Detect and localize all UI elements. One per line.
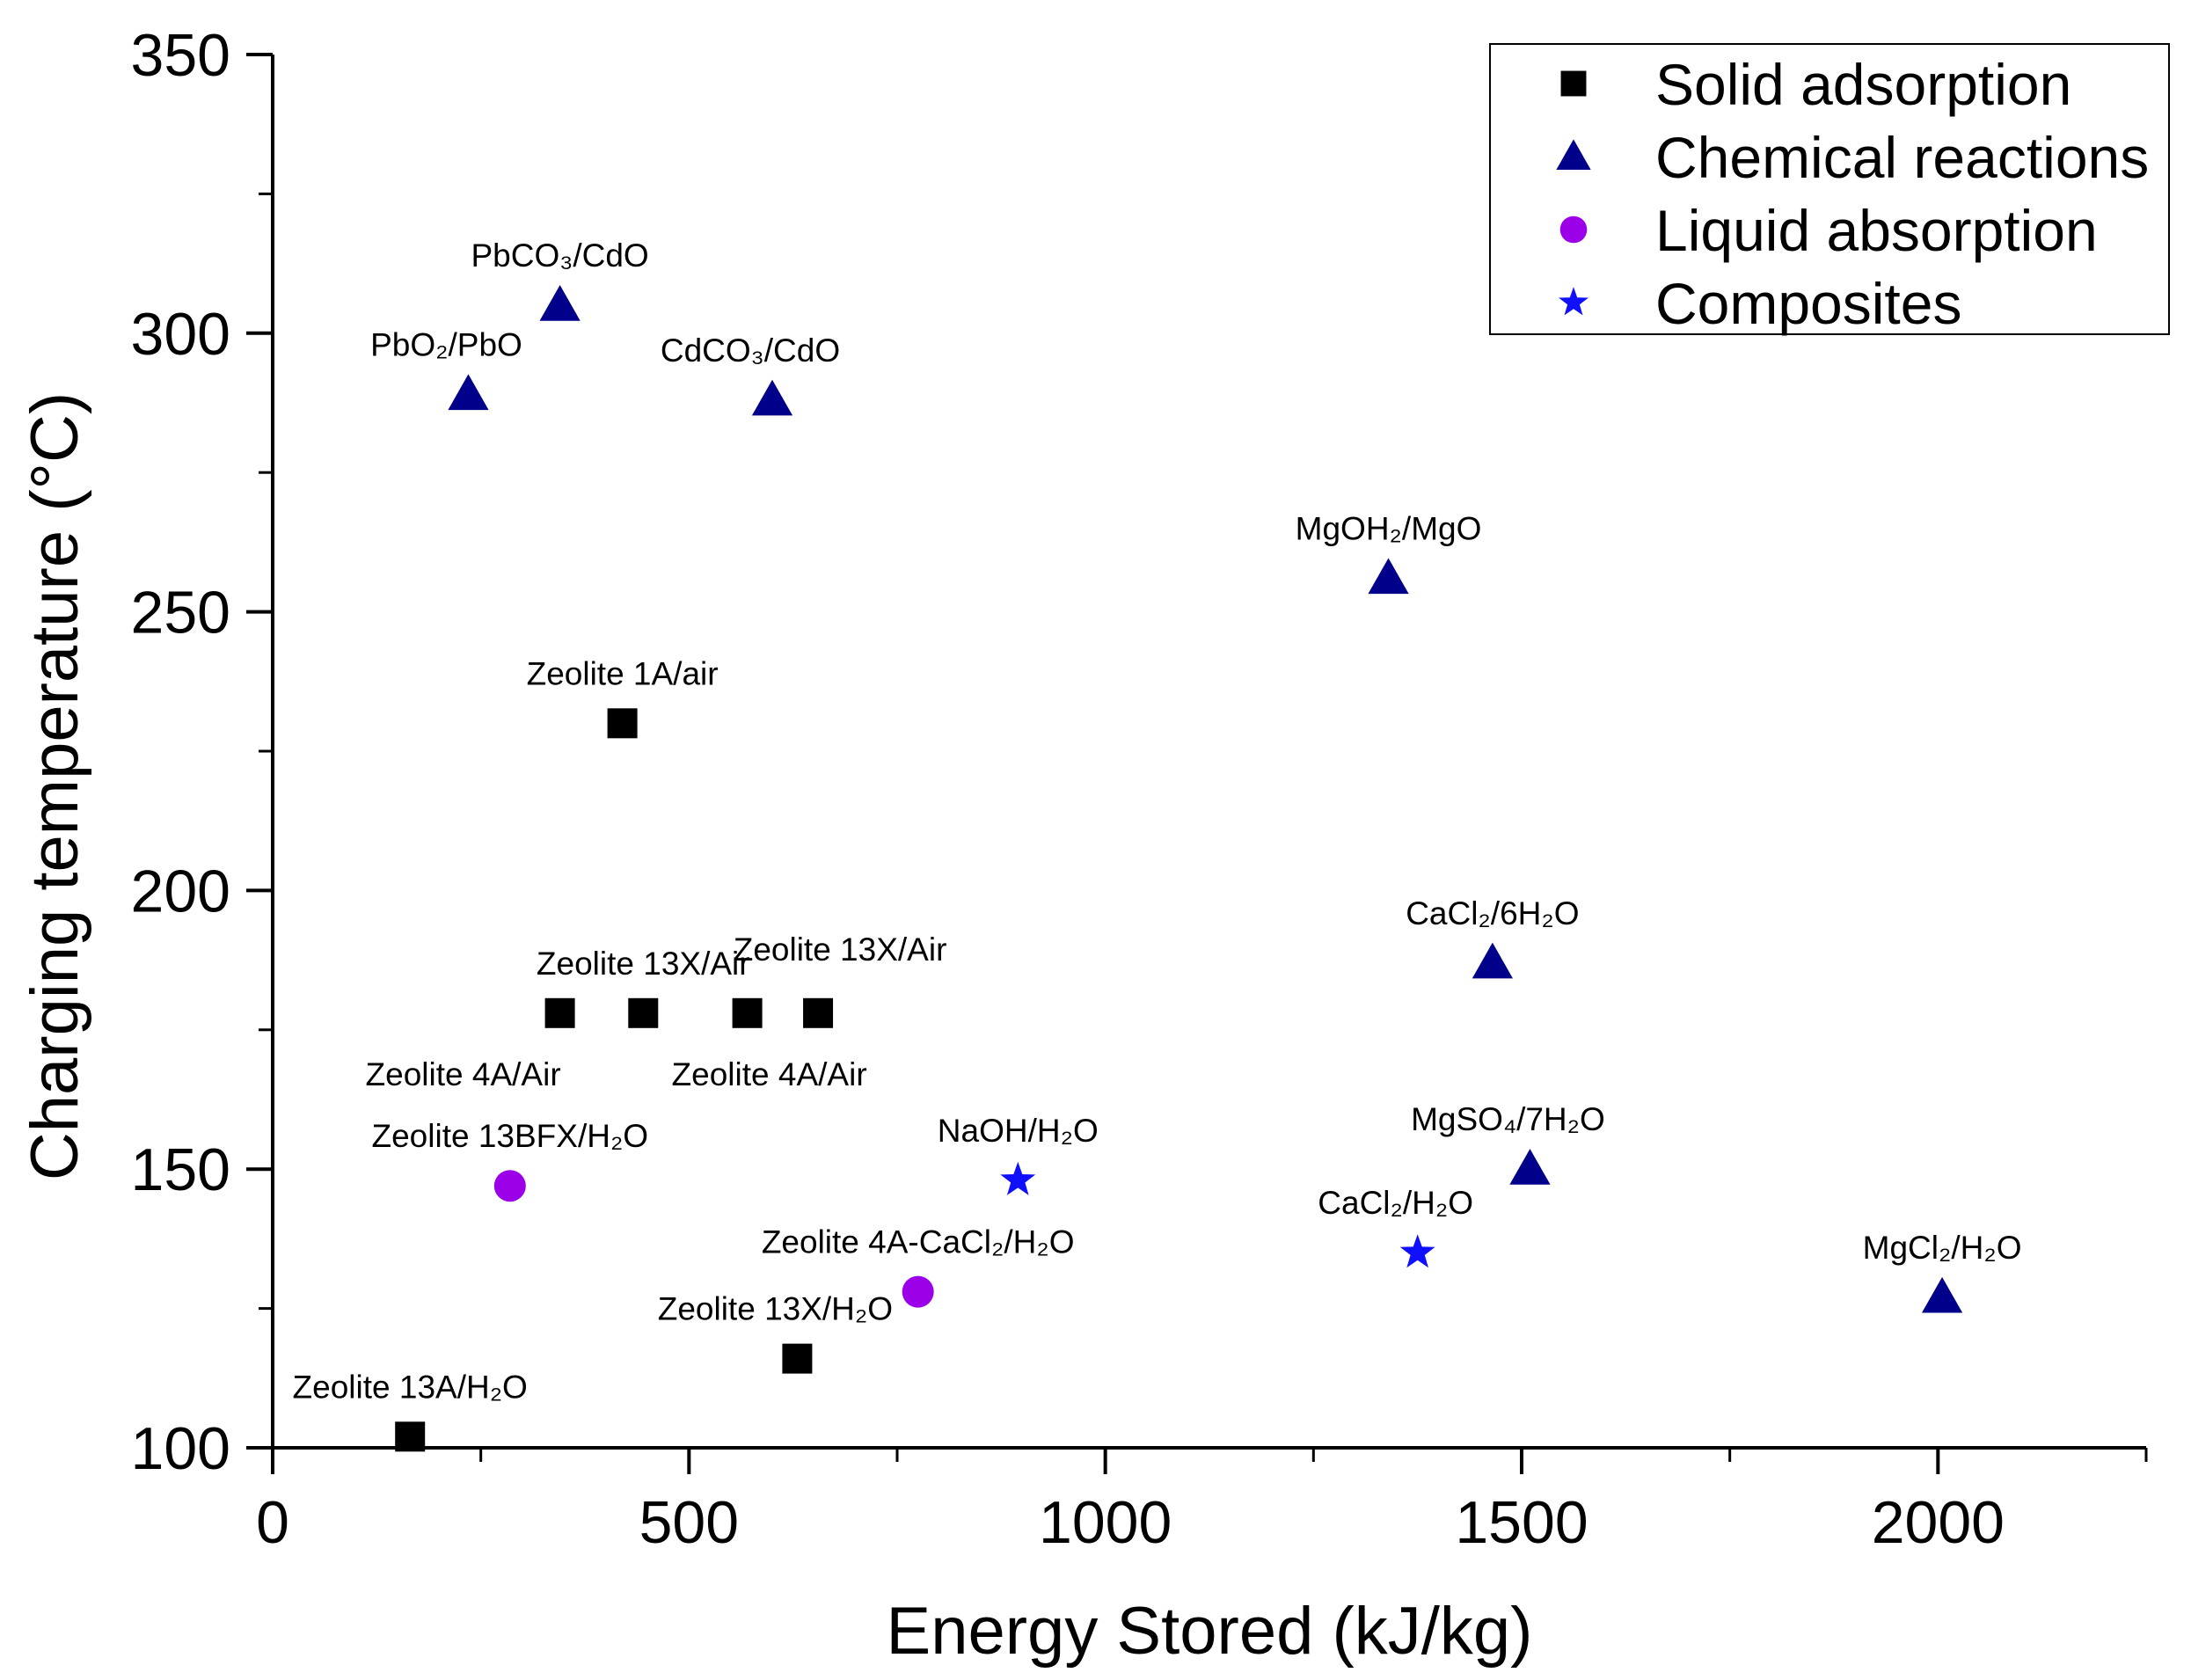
data-point-square bbox=[395, 1421, 426, 1452]
data-point-square bbox=[732, 997, 763, 1028]
point-label: NaOH/H₂O bbox=[938, 1113, 1099, 1149]
data-point-triangle bbox=[1368, 558, 1409, 595]
point-label: CaCl₂/6H₂O bbox=[1406, 895, 1579, 931]
data-point-triangle bbox=[1921, 1276, 1963, 1313]
data-point-circle bbox=[902, 1275, 934, 1308]
legend-label: Chemical reactions bbox=[1655, 125, 2149, 190]
y-tick-label: 200 bbox=[131, 858, 230, 924]
point-label: MgOH₂/MgO bbox=[1296, 511, 1482, 547]
legend-label: Solid adsorption bbox=[1655, 52, 2071, 117]
point-label: PbCO₃/CdO bbox=[471, 237, 649, 274]
data-point-triangle bbox=[539, 285, 581, 321]
data-point-square bbox=[628, 997, 659, 1028]
data-point-triangle bbox=[448, 374, 489, 411]
y-tick-label: 300 bbox=[131, 301, 230, 368]
data-point-triangle bbox=[751, 379, 793, 416]
data-point-square bbox=[607, 708, 638, 739]
point-label: Zeolite 13X/Air bbox=[734, 931, 947, 968]
legend-label: Composites bbox=[1655, 271, 1961, 336]
legend-marker-square bbox=[1560, 70, 1587, 97]
point-label: Zeolite 13X/H₂O bbox=[658, 1291, 893, 1327]
y-tick-label: 100 bbox=[131, 1415, 230, 1482]
legend-marker-triangle bbox=[1556, 139, 1591, 170]
point-label: Zeolite 4A-CaCl₂/H₂O bbox=[762, 1224, 1075, 1260]
data-point-square bbox=[782, 1343, 813, 1374]
point-label: Zeolite 13A/H₂O bbox=[293, 1369, 528, 1405]
data-point-square bbox=[803, 997, 834, 1028]
point-label: Zeolite 4A/Air bbox=[366, 1056, 561, 1092]
x-ticks: 0 500 1000 1500 2000 bbox=[256, 1448, 2148, 1556]
legend-label: Liquid absorption bbox=[1655, 198, 2098, 263]
point-label: PbO₂/PbO bbox=[370, 326, 522, 362]
point-label: CaCl₂/H₂O bbox=[1318, 1185, 1473, 1221]
legend-marker-circle bbox=[1559, 215, 1588, 244]
point-label: Zeolite 13BFX/H₂O bbox=[372, 1118, 649, 1154]
y-tick-label: 150 bbox=[131, 1136, 230, 1203]
x-tick-label: 2000 bbox=[1872, 1489, 2005, 1556]
x-tick-label: 1500 bbox=[1455, 1489, 1588, 1556]
legend-marker-star bbox=[1559, 287, 1588, 316]
point-label: Zeolite 1A/air bbox=[527, 655, 719, 691]
x-tick-label: 0 bbox=[256, 1489, 289, 1556]
data-point-triangle bbox=[1509, 1149, 1551, 1185]
point-label: MgSO₄/7H₂O bbox=[1411, 1101, 1605, 1137]
data-point-triangle bbox=[1472, 942, 1513, 979]
y-ticks: 100 150 200 250 300 350 bbox=[131, 22, 273, 1482]
legend: Solid adsorption Chemical reactions Liquid… bbox=[1489, 43, 2170, 336]
x-axis-title: Energy Stored (kJ/kg) bbox=[887, 1594, 1533, 1669]
point-label: CdCO₃/CdO bbox=[661, 332, 840, 369]
y-tick-label: 350 bbox=[131, 22, 230, 89]
data-point-star bbox=[1399, 1234, 1435, 1268]
data-point-square bbox=[544, 997, 575, 1028]
data-point-star bbox=[1000, 1161, 1036, 1195]
y-axis-title: Charging temperature (°C) bbox=[18, 392, 92, 1180]
point-label: Zeolite 13X/Air bbox=[537, 946, 750, 982]
y-tick-label: 250 bbox=[131, 580, 230, 646]
axes: 100 150 200 250 300 350 0 500 1000 1500 2000 bbox=[131, 22, 2148, 1556]
x-tick-label: 500 bbox=[639, 1489, 739, 1556]
point-label: MgCl₂/H₂O bbox=[1863, 1230, 2022, 1266]
x-tick-label: 1000 bbox=[1039, 1489, 1172, 1556]
point-label: Zeolite 4A/Air bbox=[672, 1056, 867, 1092]
data-points bbox=[395, 285, 1963, 1452]
data-point-circle bbox=[493, 1170, 526, 1202]
legend-box bbox=[1489, 43, 2170, 335]
point-labels: Zeolite 1A/air Zeolite 4A/Air Zeolite 13X/… bbox=[293, 237, 2022, 1405]
